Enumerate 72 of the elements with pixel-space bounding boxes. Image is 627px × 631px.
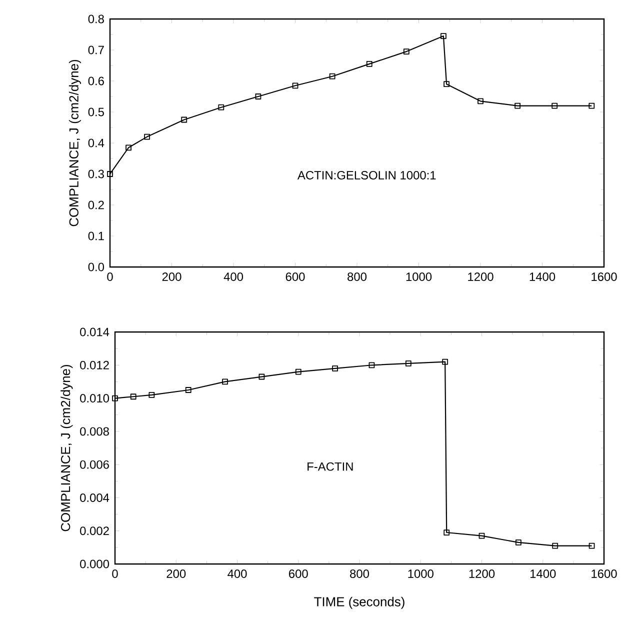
x-tick-label: 800 [348, 272, 367, 281]
x-tick-label: 1200 [468, 272, 494, 281]
point [112, 395, 118, 402]
y-tick-label: 0.014 [80, 328, 110, 336]
y-tick-label: 0.2 [88, 200, 104, 210]
point [107, 171, 113, 177]
point [405, 360, 412, 366]
point [148, 392, 155, 398]
x-tick-label: 1200 [469, 570, 495, 578]
point [403, 48, 410, 54]
y-tick-label: 0.010 [80, 394, 110, 403]
point [444, 530, 450, 536]
point [444, 81, 450, 88]
y-tick-label: 0.002 [80, 526, 109, 536]
y-tick-label: 0.7 [88, 46, 104, 54]
point [181, 116, 188, 123]
point [440, 33, 446, 39]
point [588, 102, 595, 109]
point [144, 134, 150, 140]
y-axis-title: COMPLIANCE, J (cm2/dyne) [60, 364, 73, 532]
y-tick-label: 0.000 [80, 560, 110, 568]
y-tick-label: 0.8 [88, 14, 104, 24]
point [130, 394, 136, 400]
annotation: F-ACTIN [308, 462, 353, 471]
point [514, 102, 521, 109]
x-tick-label: 1400 [530, 570, 556, 578]
y-tick-label: 0.008 [80, 427, 109, 436]
x-tick-label: 1600 [592, 272, 617, 281]
point [366, 60, 372, 67]
y-axis-title: COMPLIANCE, J (cm2/dyne) [68, 60, 82, 226]
point [552, 542, 558, 549]
point [292, 82, 298, 89]
y-tick-label: 0.004 [80, 493, 110, 502]
point [126, 144, 132, 151]
x-tick-label: 600 [286, 272, 305, 281]
x-tick-label: 1000 [406, 272, 432, 281]
point [218, 104, 224, 110]
x-tick-label: 1000 [408, 570, 434, 578]
y-tick-label: 0.5 [88, 108, 104, 116]
x-tick-label: 0 [107, 272, 113, 281]
y-tick-label: 0.006 [80, 460, 109, 469]
x-tick-label: 0 [112, 570, 118, 578]
point [478, 98, 484, 104]
y-tick-label: 0.0 [88, 262, 104, 272]
x-tick-label: 200 [162, 272, 182, 281]
point [329, 73, 336, 80]
point [222, 378, 228, 385]
point [442, 358, 448, 365]
x-tick-label: 1400 [530, 272, 556, 281]
point [185, 387, 192, 393]
x-tick-label: 1600 [592, 570, 617, 578]
point [515, 540, 522, 546]
point [478, 532, 485, 539]
point [588, 542, 595, 549]
point [258, 374, 265, 380]
x-tick-label: 400 [228, 570, 247, 578]
point [368, 362, 375, 368]
point [552, 102, 558, 109]
x-tick-label: 200 [166, 570, 186, 578]
x-axis-title: TIME (seconds) [314, 596, 404, 609]
y-tick-label: 0.4 [88, 138, 104, 148]
y-tick-label: 0.3 [88, 170, 104, 178]
y-tick-label: 0.1 [88, 232, 104, 240]
annotation: ACTIN:GELSOLIN 1000:1 [297, 171, 436, 180]
x-tick-label: 400 [224, 272, 244, 281]
x-tick-label: 800 [350, 570, 370, 578]
y-tick-label: 0.012 [80, 360, 109, 370]
point [332, 366, 338, 372]
x-tick-label: 600 [289, 570, 308, 578]
point [255, 94, 262, 100]
y-tick-label: 0.6 [88, 76, 104, 86]
point [295, 368, 302, 375]
